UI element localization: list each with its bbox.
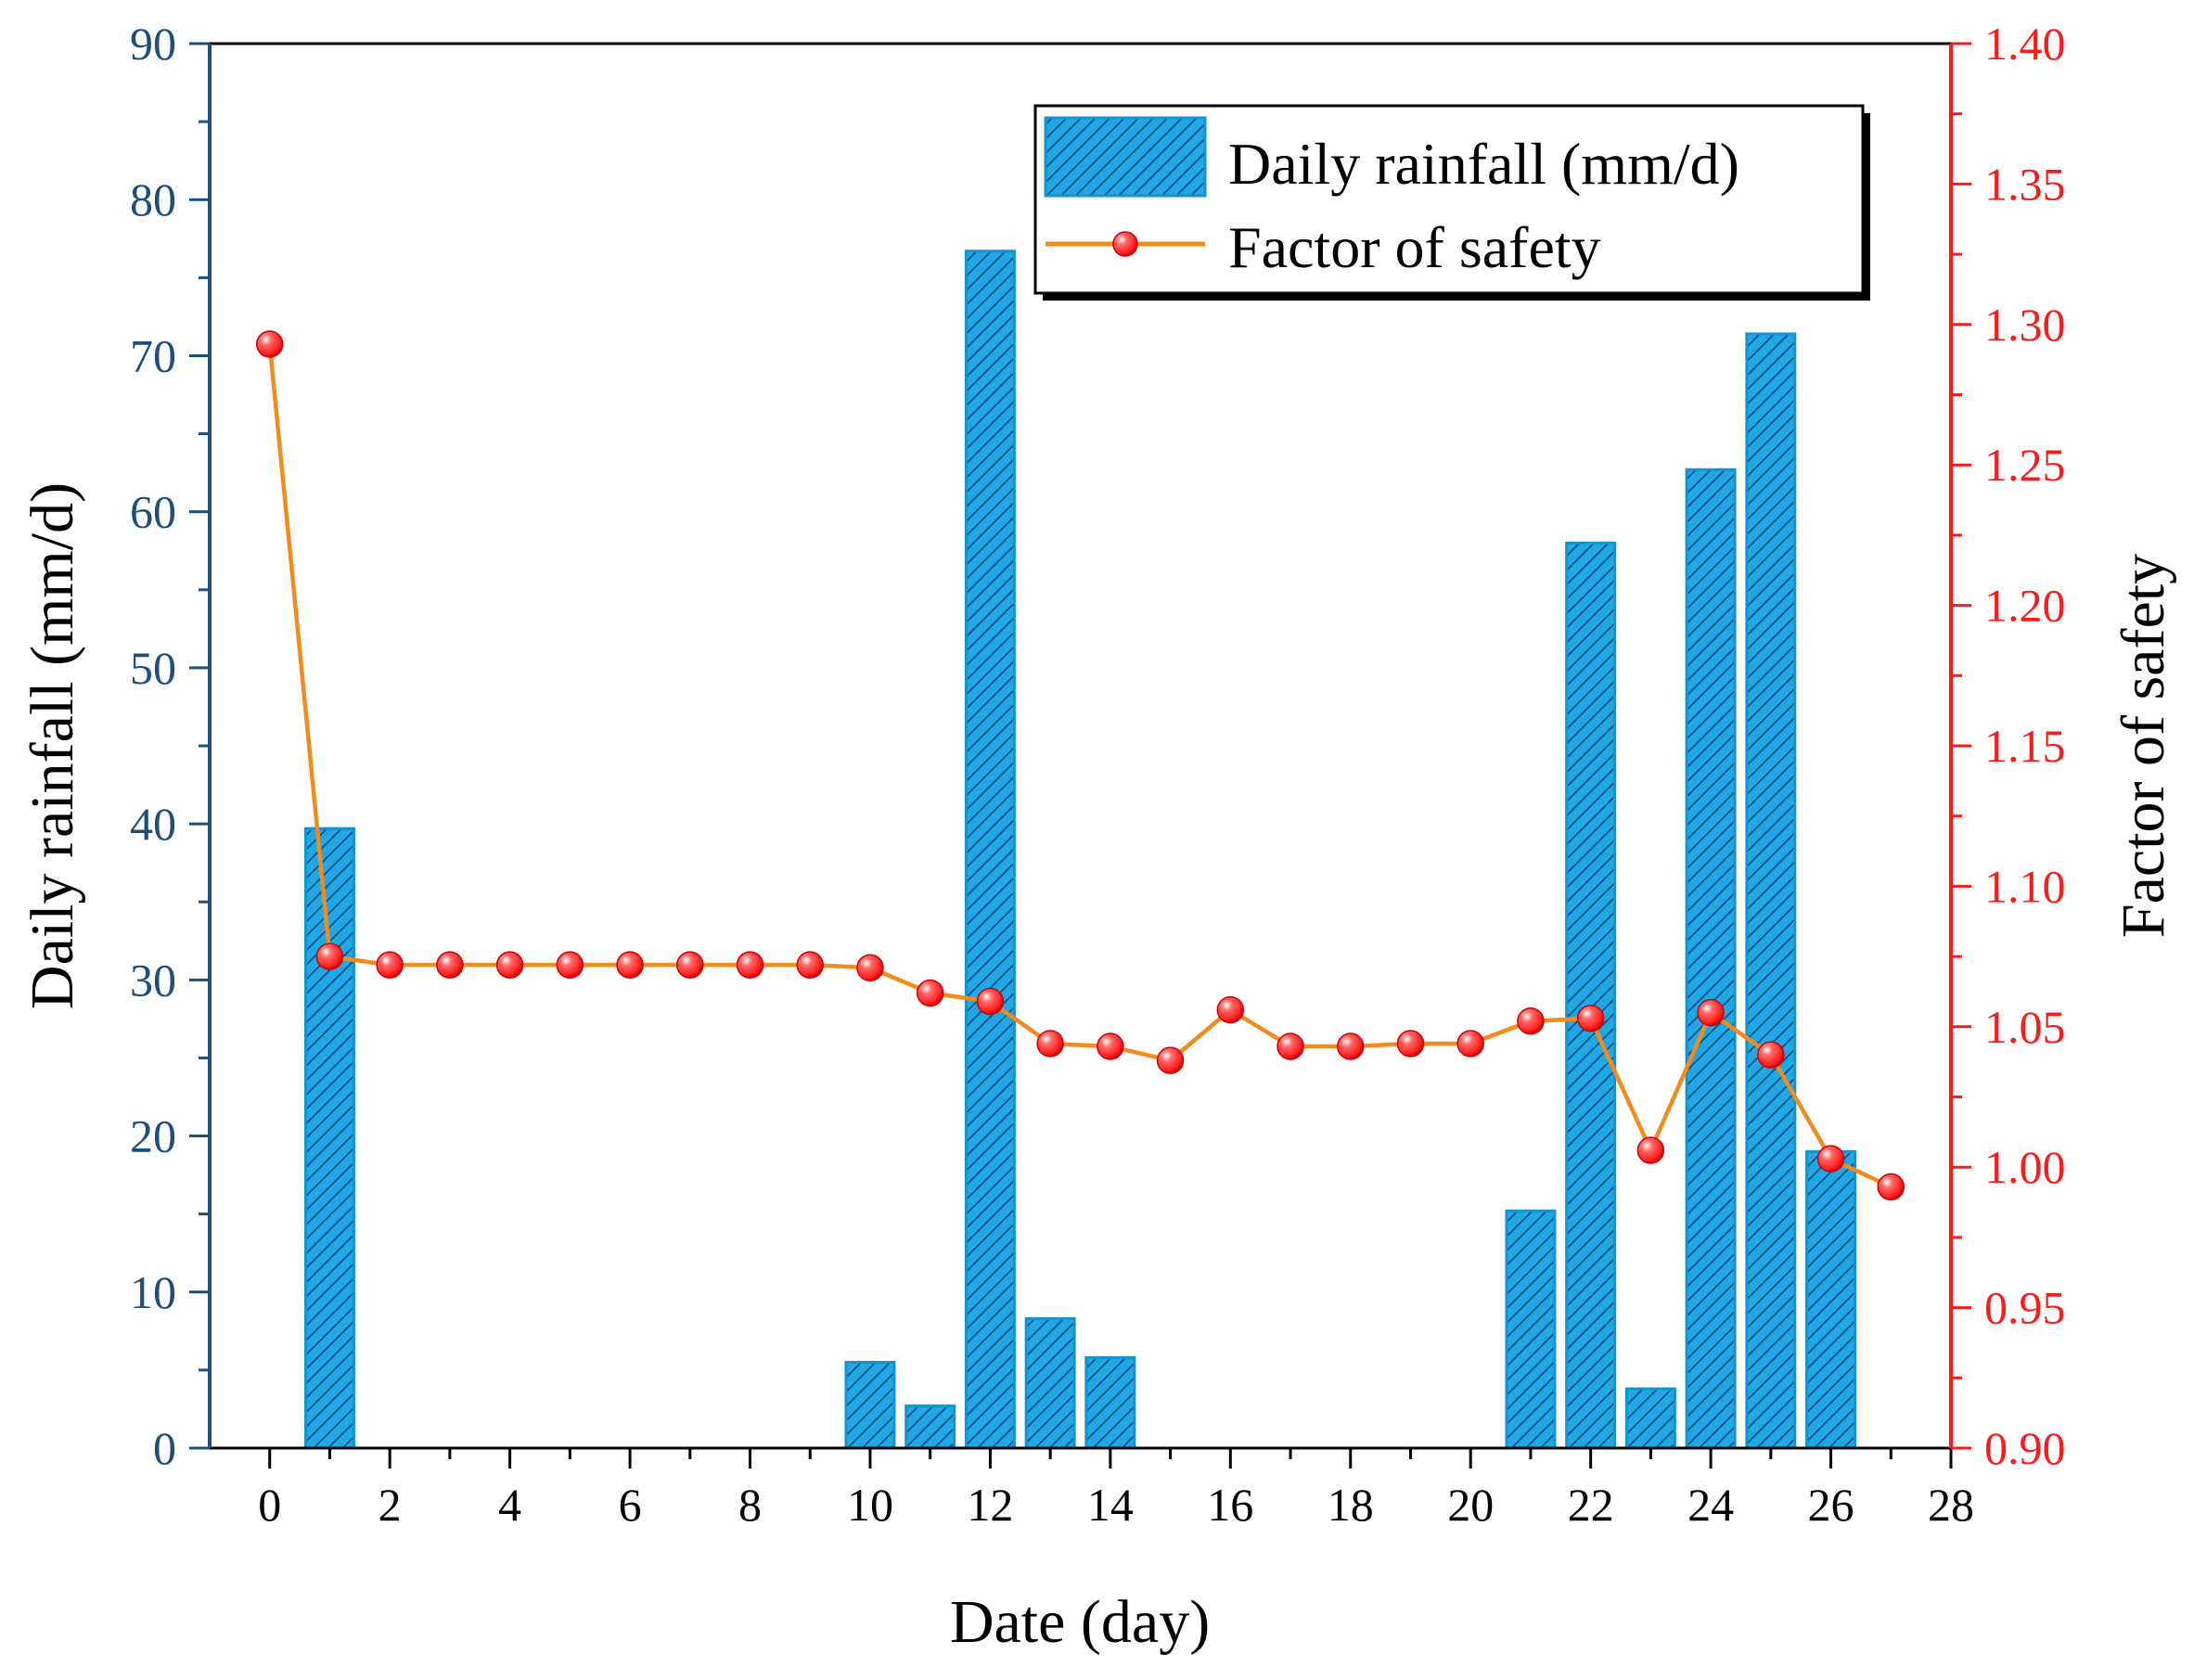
legend: Daily rainfall (mm/d) Factor of safety xyxy=(1033,104,1870,301)
factor-of-safety-series xyxy=(255,330,1905,1201)
rainfall-bar xyxy=(1685,468,1737,1450)
factor-of-safety-point xyxy=(1456,1030,1484,1058)
factor-of-safety-point xyxy=(495,951,524,979)
y-left-tick-label: 40 xyxy=(130,798,176,850)
factor-of-safety-point xyxy=(796,951,824,979)
x-tick-label: 0 xyxy=(258,1479,281,1531)
y-left-tick-label: 50 xyxy=(130,642,176,694)
y-right-tick-label: 0.95 xyxy=(1984,1282,2066,1334)
factor-of-safety-point xyxy=(1396,1030,1425,1058)
y-right-tick-label: 1.35 xyxy=(1984,158,2066,210)
factor-of-safety-point xyxy=(376,951,404,979)
x-tick-label: 22 xyxy=(1568,1479,1614,1531)
x-tick-label: 2 xyxy=(378,1479,402,1531)
x-tick-label: 12 xyxy=(967,1479,1013,1531)
factor-of-safety-point xyxy=(436,951,464,979)
x-tick-label: 6 xyxy=(619,1479,642,1531)
factor-of-safety-point xyxy=(1097,1032,1124,1060)
y-right-tick-label: 1.20 xyxy=(1984,580,2066,632)
x-tick-label: 8 xyxy=(738,1479,762,1531)
factor-of-safety-point xyxy=(916,979,944,1007)
rainfall-bar xyxy=(303,827,355,1450)
factor-of-safety-point xyxy=(556,951,584,979)
y-left-tick-label: 10 xyxy=(130,1266,176,1318)
x-tick-label: 18 xyxy=(1328,1479,1374,1531)
rainfall-bar xyxy=(964,250,1016,1450)
y-left-tick-label: 60 xyxy=(130,486,176,538)
legend-bar-label: Daily rainfall (mm/d) xyxy=(1228,131,1739,197)
rainfall-bar xyxy=(1024,1316,1076,1450)
y-left-tick-label: 0 xyxy=(153,1422,176,1474)
legend-line-label: Factor of safety xyxy=(1228,214,1601,280)
factor-of-safety-point xyxy=(1277,1032,1304,1060)
factor-of-safety-point xyxy=(1697,998,1725,1027)
factor-of-safety-line xyxy=(267,343,1892,1189)
x-tick-label: 4 xyxy=(498,1479,521,1531)
factor-of-safety-point xyxy=(1517,1007,1545,1035)
factor-of-safety-point xyxy=(616,951,644,979)
x-tick-label: 24 xyxy=(1687,1479,1734,1531)
x-tick-label: 26 xyxy=(1808,1479,1854,1531)
x-tick-label: 16 xyxy=(1207,1479,1253,1531)
y-right-tick-label: 1.15 xyxy=(1984,720,2066,772)
y-left-tick-label: 20 xyxy=(130,1110,176,1162)
y-left-tick-label: 80 xyxy=(130,173,176,225)
rainfall-bar xyxy=(905,1404,956,1450)
y-axis-title-right: Factor of safety xyxy=(2110,554,2177,938)
factor-of-safety-point xyxy=(1816,1145,1845,1173)
rainfall-bar xyxy=(1745,332,1797,1450)
rainfall-bar xyxy=(1624,1387,1676,1450)
factor-of-safety-point xyxy=(976,987,1005,1016)
factor-of-safety-point xyxy=(856,954,884,981)
y-right-tick-label: 0.90 xyxy=(1984,1422,2066,1474)
y-left-tick-label: 30 xyxy=(130,954,176,1006)
y-right-tick-label: 1.05 xyxy=(1984,1001,2066,1053)
y-right-tick-label: 1.40 xyxy=(1984,18,2066,70)
legend-bar-swatch xyxy=(1044,116,1207,198)
factor-of-safety-point xyxy=(1576,1004,1605,1032)
factor-of-safety-point xyxy=(676,951,704,979)
factor-of-safety-point xyxy=(1036,1030,1064,1058)
factor-of-safety-point xyxy=(1877,1173,1905,1201)
y-right-tick-label: 1.25 xyxy=(1984,439,2066,491)
x-tick-label: 20 xyxy=(1447,1479,1494,1531)
x-tick-label: 14 xyxy=(1087,1479,1134,1531)
factor-of-safety-point xyxy=(1636,1136,1665,1164)
factor-of-safety-point xyxy=(1156,1046,1185,1074)
y-right-tick-label: 1.30 xyxy=(1984,299,2066,351)
y-left-tick-label: 90 xyxy=(130,18,176,70)
y-right-tick-label: 1.00 xyxy=(1984,1141,2066,1193)
axes: 0 2 4 6 8 10 12 14 16 18 20 22 24 26 28010203040506070… xyxy=(130,18,2066,1531)
y-left-tick-label: 70 xyxy=(130,329,176,381)
y-axis-title-left: Daily rainfall (mm/d) xyxy=(19,482,86,1009)
rainfall-bar xyxy=(1565,541,1617,1450)
x-tick-label: 28 xyxy=(1928,1479,1974,1531)
rainfall-bar xyxy=(1084,1355,1136,1450)
y-right-tick-label: 1.10 xyxy=(1984,860,2066,912)
rainfall-bar xyxy=(1805,1149,1857,1450)
rainfall-bars xyxy=(303,250,1857,1450)
factor-of-safety-point xyxy=(736,951,764,979)
factor-of-safety-point xyxy=(315,943,344,970)
factor-of-safety-point xyxy=(255,330,284,358)
rainfall-bar xyxy=(844,1360,896,1450)
factor-of-safety-point xyxy=(1337,1032,1365,1060)
factor-of-safety-point xyxy=(1216,995,1245,1024)
x-tick-label: 10 xyxy=(847,1479,893,1531)
x-axis-title: Date (day) xyxy=(950,1588,1210,1656)
factor-of-safety-point xyxy=(1757,1041,1785,1069)
rainfall-bar xyxy=(1505,1209,1557,1450)
legend-marker-swatch xyxy=(1112,231,1138,257)
